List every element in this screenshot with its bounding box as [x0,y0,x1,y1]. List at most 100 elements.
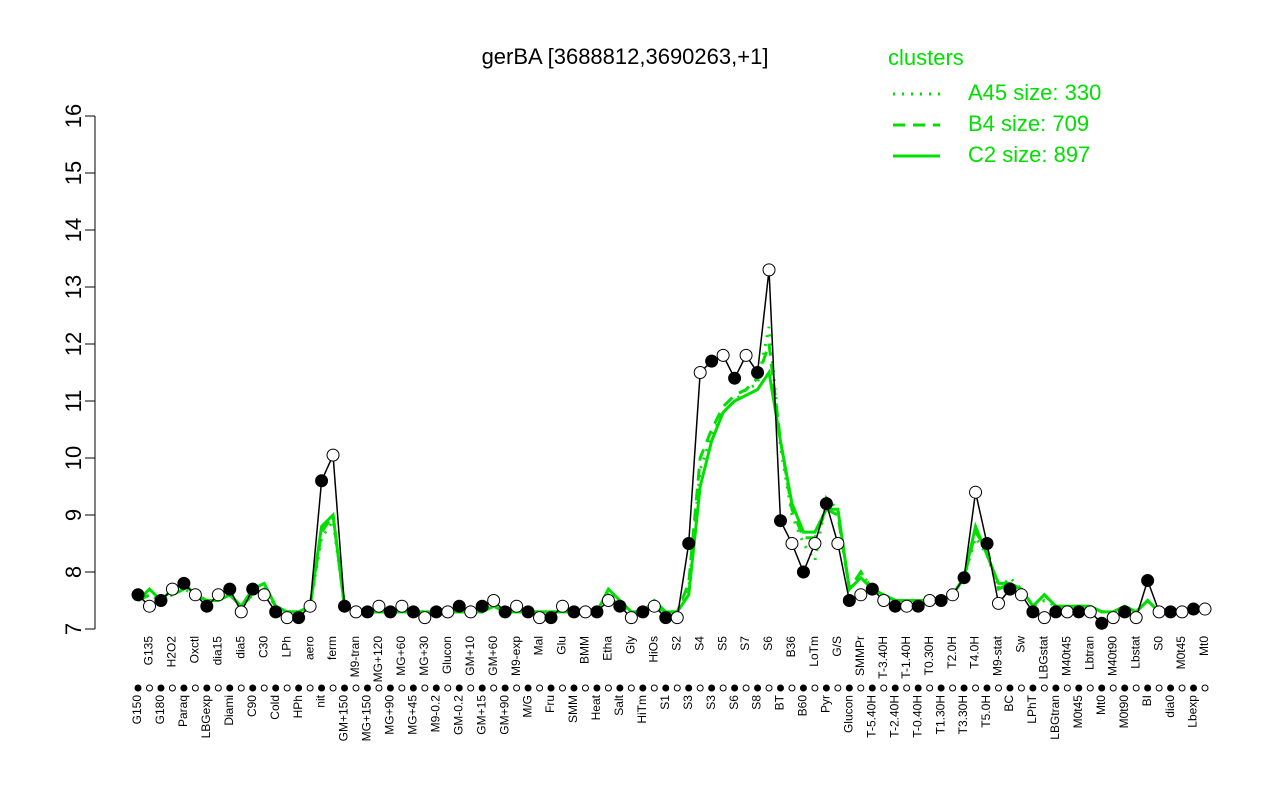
point [1129,611,1143,625]
point [211,588,225,602]
x-tick-label: T-5.40H [864,695,878,738]
point [969,485,983,499]
rug-dot [662,684,670,692]
rug-dot [501,684,509,692]
point [406,605,420,619]
point [441,605,455,619]
point [647,599,661,613]
point [269,605,283,619]
rug-dot [937,684,945,692]
point [624,611,638,625]
rug-dot [1178,684,1186,692]
x-tick-label: MG+120 [371,636,385,683]
x-tick-label: LPhT [1025,694,1039,723]
rug-dot [914,684,922,692]
point [177,576,191,590]
x-tick-label: Lbexp [1186,695,1200,728]
rug-dot [226,684,234,692]
x-tick-label: Mt0 [1197,636,1211,656]
rug-dot [1063,684,1071,692]
point [1083,605,1097,619]
rug-dot [409,684,417,692]
rug-dot [1201,684,1209,692]
rug-dot [1006,684,1014,692]
legend-label: B4 size: 709 [968,111,1089,136]
rug-dot [673,684,681,692]
rug-dot [478,684,486,692]
rug-dot [949,684,957,692]
x-tick-label: HPh [291,695,305,718]
rug-dot [1121,684,1129,692]
rug-dot [547,684,555,692]
x-tick-label: SMMPr [853,636,867,676]
point [556,599,570,613]
rug-dot [972,684,980,692]
point [728,371,742,385]
x-tick-label: C30 [256,636,270,658]
rug-dot [845,684,853,692]
point [315,474,329,488]
rug-dot [249,684,257,692]
point [991,596,1005,610]
point [188,588,202,602]
point [1049,605,1063,619]
point [705,354,719,368]
x-tick-label: GM+10 [463,636,477,676]
rug-dot [145,684,153,692]
point [796,565,810,579]
rug-dot [834,684,842,692]
rug-dot [1075,684,1083,692]
point [544,611,558,625]
point [280,611,294,625]
point [1141,574,1155,588]
rug-dot [1098,684,1106,692]
point [785,537,799,550]
rug-dot [1040,684,1048,692]
x-tick-label: LoTm [807,636,821,667]
rug-dot [513,684,521,692]
point [418,611,432,625]
rug-dot [536,684,544,692]
point [980,537,994,550]
point [1187,602,1201,616]
x-tick-label: BC [1002,695,1016,712]
rug-dot [822,684,830,692]
rug-dot [857,684,865,692]
rug-dot [180,684,188,692]
point [200,599,214,613]
x-tick-label: dia5 [233,636,247,659]
x-tick-label: GM+15 [474,695,488,735]
rug-dot [593,684,601,692]
x-tick-label: T-1.40H [899,636,913,679]
rug-dot [329,684,337,692]
point [1060,605,1074,619]
legend-label: A45 size: 330 [968,80,1101,105]
rug-dot [754,684,762,692]
point [452,599,466,613]
x-tick-label: GM-0.2 [451,695,465,735]
x-tick-label: M9-tran [348,636,362,677]
point [1014,588,1028,602]
rug-dot [570,684,578,692]
x-tick-label: Etha [601,636,615,661]
rug-dot [237,684,245,692]
x-tick-label: M40t90 [1105,636,1119,676]
rug-dot [696,684,704,692]
x-tick-label: M0t45 [1071,695,1085,729]
chart-title: gerBA [3688812,3690263,+1] [482,44,769,69]
x-tick-label: S6 [761,636,775,651]
point [831,537,845,550]
point [636,605,650,619]
x-tick-label: B36 [784,636,798,658]
x-tick-label: T3.30H [956,695,970,734]
x-tick-label: S7 [738,636,752,651]
x-tick-label: S6 [727,695,741,710]
rug-dot [467,684,475,692]
rug-dot [708,684,716,692]
x-tick-label: Heat [589,694,603,720]
point [900,599,914,613]
point [257,588,271,602]
x-tick-label: S2 [669,636,683,651]
rug-dot [627,684,635,692]
